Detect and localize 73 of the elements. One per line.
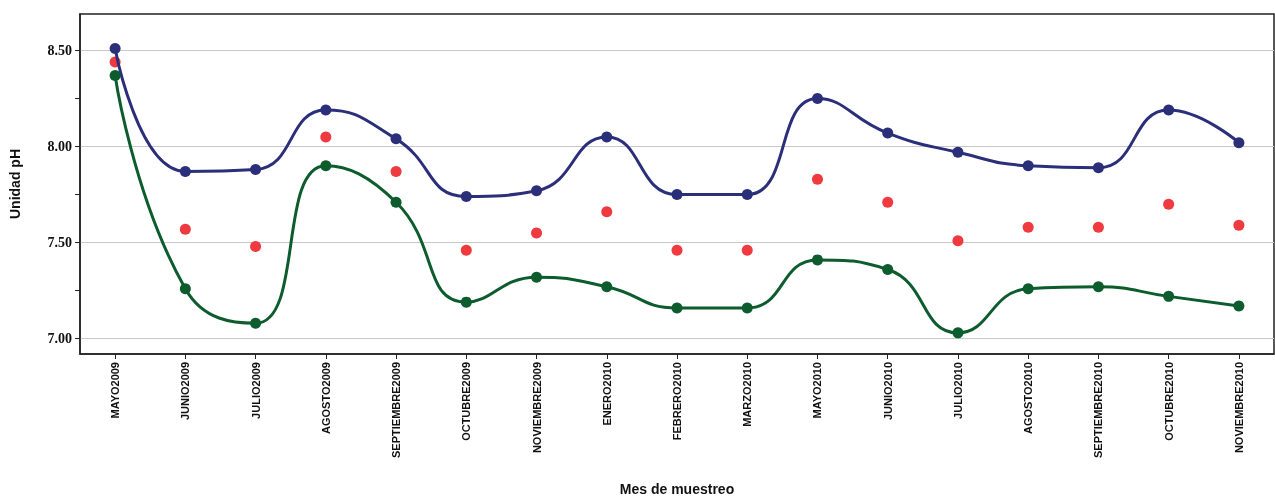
point <box>1163 290 1175 302</box>
x-tick-label: MAYO2010 <box>811 362 824 419</box>
x-tick-label: JULIO2009 <box>249 362 262 419</box>
point <box>741 244 753 256</box>
x-tick-label: NOVIEMBRE2009 <box>530 362 543 454</box>
point <box>952 327 964 339</box>
x-tick-label: ENERO2010 <box>600 362 613 426</box>
point <box>250 240 262 252</box>
x-tick-label: JUNIO2009 <box>179 362 192 421</box>
point <box>952 235 964 247</box>
point <box>882 263 894 275</box>
point <box>1092 281 1104 293</box>
point <box>250 317 262 329</box>
point <box>460 244 472 256</box>
y-tick-label: 7.50 <box>47 235 72 251</box>
x-tick-label: SEPTIEMBRE2009 <box>390 362 403 458</box>
point <box>811 173 823 185</box>
x-tick-label: SEPTIEMBRE2010 <box>1092 362 1105 458</box>
point <box>179 283 191 295</box>
point <box>320 131 332 143</box>
x-tick-label: JUNIO2010 <box>881 362 894 421</box>
point <box>531 271 543 283</box>
point <box>1163 104 1175 116</box>
point <box>671 189 683 201</box>
point <box>531 185 543 197</box>
x-tick-label: MAYO2009 <box>109 362 122 419</box>
point <box>460 190 472 202</box>
point <box>109 69 121 81</box>
x-tick-label: AGOSTO2009 <box>319 362 332 434</box>
point <box>952 146 964 158</box>
point <box>1233 137 1245 149</box>
y-tick-label: 8.00 <box>47 139 72 155</box>
point <box>390 196 402 208</box>
x-tick-label: OCTUBRE2010 <box>1162 362 1175 441</box>
point <box>390 133 402 145</box>
point <box>1022 221 1034 233</box>
point <box>741 302 753 314</box>
point <box>671 244 683 256</box>
point <box>811 254 823 266</box>
x-axis-title: Mes de muestreo <box>619 481 735 497</box>
point <box>1022 160 1034 172</box>
point <box>1092 221 1104 233</box>
point <box>671 302 683 314</box>
point <box>109 43 121 55</box>
x-tick-label: MARZO2010 <box>741 362 754 427</box>
x-tick-label: FEBRERO2010 <box>671 362 683 441</box>
point <box>320 104 332 116</box>
point <box>601 206 613 218</box>
x-tick-label: OCTUBRE2009 <box>460 362 473 441</box>
y-axis-title: Unidad pH <box>7 149 23 219</box>
point <box>320 160 332 172</box>
y-tick-label: 7.00 <box>47 331 72 347</box>
point <box>882 196 894 208</box>
y-tick-label: 8.50 <box>47 43 72 58</box>
point <box>1233 219 1245 231</box>
x-tick-label: NOVIEMBRE2010 <box>1232 362 1245 454</box>
point <box>741 189 753 201</box>
point <box>1163 198 1175 210</box>
point <box>460 296 472 308</box>
point <box>1022 283 1034 295</box>
point <box>250 164 262 176</box>
point <box>1233 300 1245 312</box>
x-tick-label: JULIO2010 <box>951 362 964 419</box>
point <box>390 166 402 178</box>
x-tick-label: AGOSTO2010 <box>1022 362 1035 434</box>
point <box>882 127 894 139</box>
point <box>601 131 613 143</box>
point <box>179 223 191 235</box>
point <box>1092 162 1104 174</box>
point <box>601 281 613 293</box>
point <box>179 166 191 178</box>
point <box>811 93 823 105</box>
point <box>531 227 543 239</box>
